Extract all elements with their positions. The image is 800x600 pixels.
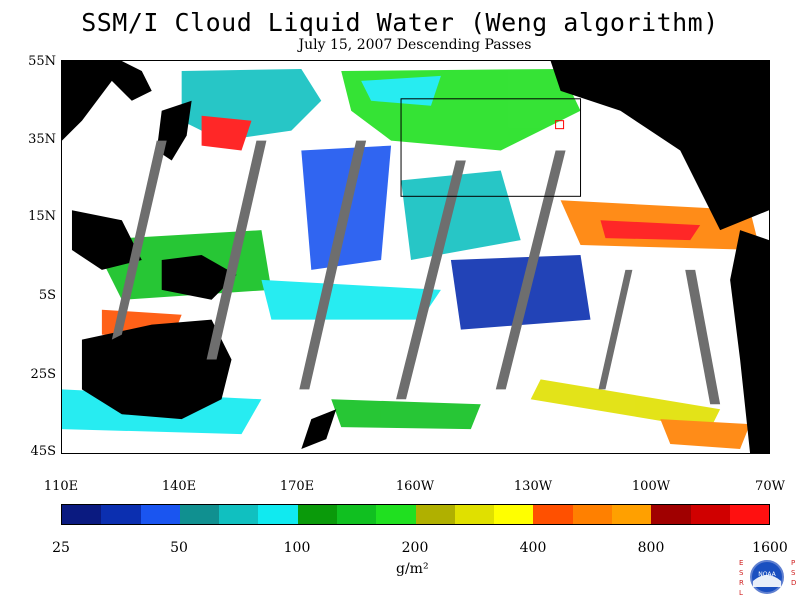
colorbar-segment [297, 505, 337, 524]
colorbar-tick-label: 50 [170, 540, 188, 556]
colorbar-segment [62, 505, 102, 524]
colorbar-segment [219, 505, 259, 524]
colorbar-segment [140, 505, 180, 524]
colorbar-tick-label: 25 [52, 540, 70, 556]
noaa-logo: E S R L NOAA P S D [739, 559, 796, 597]
map-title: SSM/I Cloud Liquid Water (Weng algorithm… [81, 8, 719, 37]
colorbar-segment [729, 505, 770, 524]
esrl-text: E [739, 559, 743, 567]
svg-text:D: D [791, 579, 796, 587]
lon-label: 110E [43, 479, 79, 494]
land [62, 61, 769, 453]
noaa-text: NOAA [758, 571, 776, 578]
red-marker [555, 120, 565, 130]
lat-label: 5S [38, 288, 56, 303]
lon-label: 100W [631, 479, 671, 494]
svg-text:P: P [791, 559, 795, 567]
colorbar-tick-label: 800 [637, 540, 665, 556]
svg-text:R: R [739, 579, 744, 587]
colorbar-segment [454, 505, 495, 524]
svg-text:S: S [739, 569, 744, 577]
lat-label: 25S [30, 367, 56, 382]
colorbar-segment [336, 505, 377, 524]
colorbar-segment [690, 505, 730, 524]
lat-label: 15N [28, 209, 56, 224]
lon-label: 70W [755, 479, 785, 494]
colorbar [61, 504, 770, 525]
colorbar-segment [179, 505, 220, 524]
colorbar-segment [376, 505, 416, 524]
svg-text:S: S [791, 569, 796, 577]
swath-gaps [111, 140, 721, 405]
colorbar-segment [494, 505, 534, 524]
colorbar-tick-label: 100 [283, 540, 311, 556]
lat-label: 35N [28, 132, 56, 147]
colorbar-segment [572, 505, 612, 524]
colorbar-tick-label: 1600 [752, 540, 788, 556]
colorbar-units: g/m² [396, 561, 429, 577]
region-outline [400, 98, 582, 197]
colorbar-segment [101, 505, 141, 524]
colorbar-tick-label: 400 [519, 540, 547, 556]
colorbar-segment [651, 505, 691, 524]
cloud-liquid-water-map [61, 60, 770, 454]
colorbar-segment [611, 505, 652, 524]
lon-label: 160W [395, 479, 435, 494]
lat-label: 45S [30, 444, 56, 459]
colorbar-segment [258, 505, 298, 524]
colorbar-tick-label: 200 [401, 540, 429, 556]
colorbar-segment [415, 505, 455, 524]
lon-label: 140E [161, 479, 197, 494]
svg-text:L: L [739, 589, 743, 597]
lon-label: 130W [513, 479, 553, 494]
lon-label: 170E [279, 479, 315, 494]
colorbar-segment [533, 505, 573, 524]
lat-label: 55N [28, 54, 56, 69]
map-subtitle: July 15, 2007 Descending Passes [298, 37, 532, 53]
